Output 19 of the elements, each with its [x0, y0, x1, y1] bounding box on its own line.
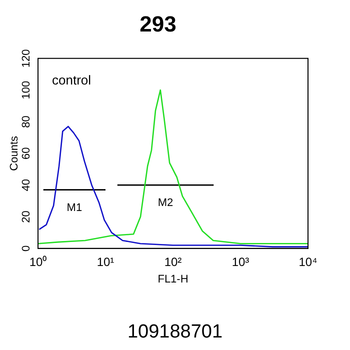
x-tick-label: 10² — [164, 254, 182, 269]
y-tick-label: 60 — [20, 147, 33, 160]
x-tick-label: 10⁰ — [29, 254, 47, 269]
annotation: control — [52, 72, 92, 88]
chart-title: 293 — [140, 11, 176, 36]
x-tick-label: 10⁴ — [298, 254, 318, 269]
annotation: M1 — [66, 202, 82, 214]
x-tick-label: 10³ — [232, 254, 250, 269]
x-axis-title: FL1-H — [158, 273, 188, 286]
y-tick-label: 120 — [20, 49, 33, 68]
annotation: M2 — [158, 197, 174, 210]
text: 109188701 — [127, 322, 223, 343]
y-tick-label: 80 — [20, 116, 33, 128]
x-tick-label: 10¹ — [96, 254, 114, 269]
y-axis-title: Counts — [8, 135, 21, 171]
y-tick-label: 20 — [20, 210, 33, 223]
y-tick-label: 0 — [20, 245, 33, 252]
y-tick-label: 100 — [20, 80, 33, 100]
y-tick-label: 40 — [20, 178, 33, 192]
